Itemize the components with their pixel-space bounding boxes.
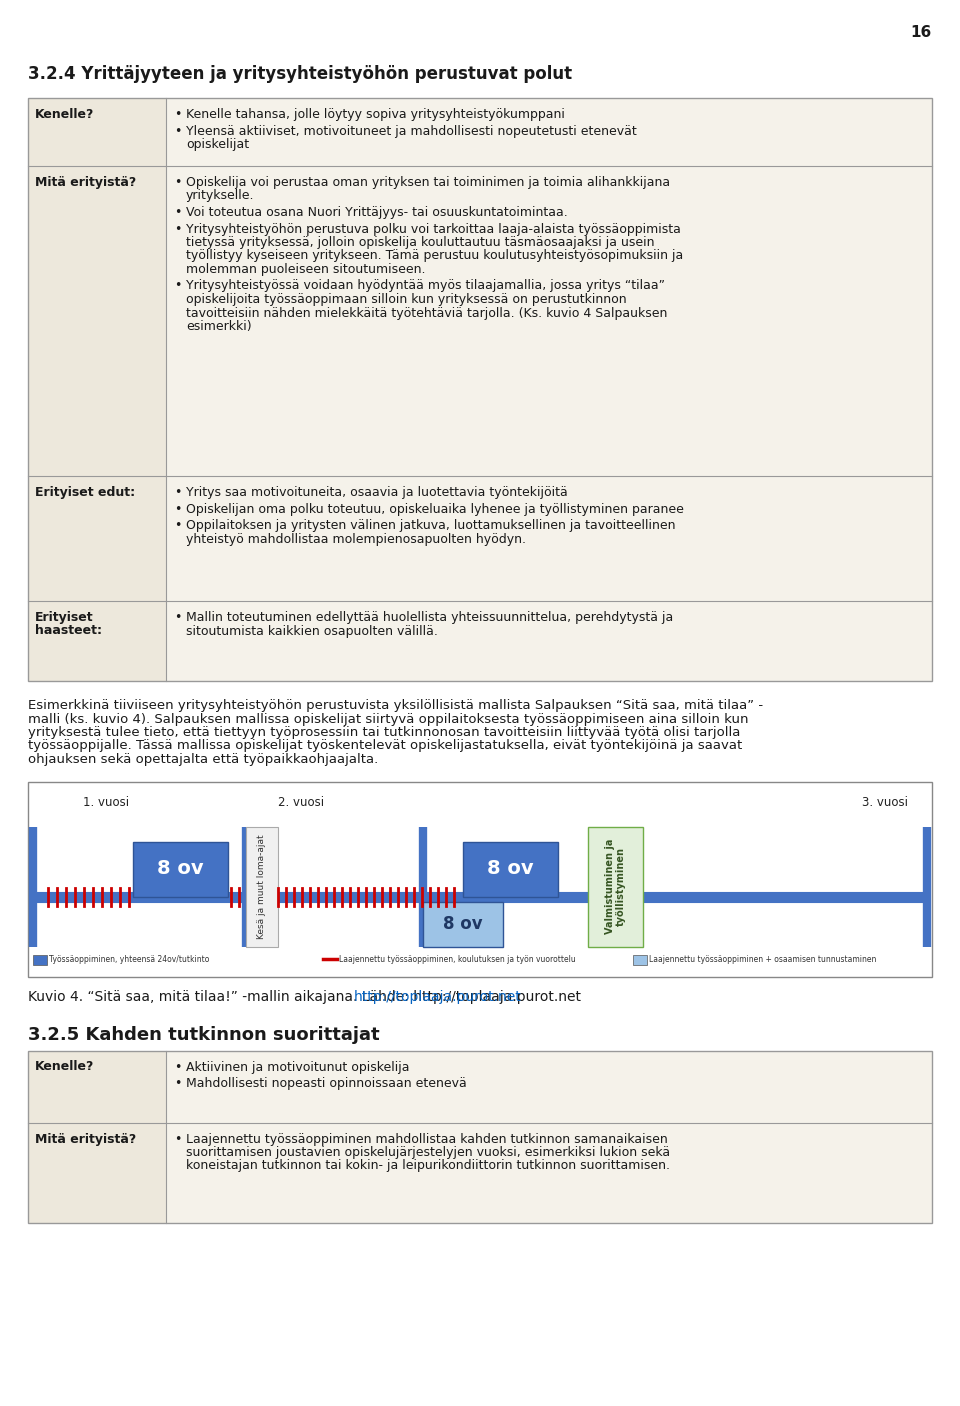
Text: 3. vuosi: 3. vuosi: [862, 796, 908, 808]
Text: Laajennettu työssäoppiminen mahdollistaa kahden tutkinnon samanaikaisen: Laajennettu työssäoppiminen mahdollistaa…: [186, 1132, 668, 1146]
Text: Kenelle?: Kenelle?: [35, 108, 94, 121]
Text: Erityiset: Erityiset: [35, 612, 94, 624]
Bar: [166, 166, 932, 477]
Text: 3.2.4 Yrittäjyyteen ja yritysyhteistyöhön perustuvat polut: 3.2.4 Yrittäjyyteen ja yritysyhteistyöhö…: [28, 65, 572, 83]
Bar: [246, 827, 278, 946]
Text: •: •: [174, 502, 181, 516]
Text: malli (ks. kuvio 4). Salpauksen mallissa opiskelijat siirtyvä oppilaitoksesta ty: malli (ks. kuvio 4). Salpauksen mallissa…: [28, 713, 749, 725]
Text: Erityiset edut:: Erityiset edut:: [35, 486, 135, 499]
Bar: [28, 166, 166, 477]
Text: tietyssä yrityksessä, jolloin opiskelija kouluttautuu täsmäosaajaksi ja usein: tietyssä yrityksessä, jolloin opiskelija…: [186, 236, 655, 249]
Text: Mitä erityistä?: Mitä erityistä?: [35, 1132, 136, 1146]
Text: •: •: [174, 207, 181, 219]
Text: 8 ov: 8 ov: [444, 915, 483, 934]
Text: Yleensä aktiiviset, motivoituneet ja mahdollisesti nopeutetusti etenevät: Yleensä aktiiviset, motivoituneet ja mah…: [186, 125, 636, 138]
Text: Laajennettu työssäoppiminen + osaamisen tunnustaminen: Laajennettu työssäoppiminen + osaamisen …: [649, 955, 876, 963]
Bar: [28, 98, 166, 166]
Bar: [28, 782, 932, 977]
Text: Oppilaitoksen ja yritysten välinen jatkuva, luottamuksellinen ja tavoitteellinen: Oppilaitoksen ja yritysten välinen jatku…: [186, 519, 676, 531]
Text: 1. vuosi: 1. vuosi: [83, 796, 130, 808]
Text: Kenelle tahansa, jolle löytyy sopiva yritysyhteistyökumppani: Kenelle tahansa, jolle löytyy sopiva yri…: [186, 108, 564, 121]
Bar: [166, 1050, 932, 1122]
Text: haasteet:: haasteet:: [35, 624, 102, 637]
Text: 2. vuosi: 2. vuosi: [278, 796, 324, 808]
Text: •: •: [174, 519, 181, 531]
Text: Laajennettu työssäoppiminen, koulutuksen ja työn vuorottelu: Laajennettu työssäoppiminen, koulutuksen…: [339, 955, 576, 963]
Text: http://toplaaja.purot.net: http://toplaaja.purot.net: [354, 990, 521, 1004]
Bar: [28, 1050, 166, 1122]
Text: Yritys saa motivoituneita, osaavia ja luotettavia työntekijöitä: Yritys saa motivoituneita, osaavia ja lu…: [186, 486, 567, 499]
Text: •: •: [174, 486, 181, 499]
Text: 16: 16: [911, 25, 932, 39]
Text: •: •: [174, 1060, 181, 1074]
Text: Kuvio 4. “Sitä saa, mitä tilaa!” -mallin aikajana. Lähde: http://toplaaja.purot.: Kuvio 4. “Sitä saa, mitä tilaa!” -mallin…: [28, 990, 581, 1004]
Text: opiskelijat: opiskelijat: [186, 138, 250, 150]
Bar: [166, 98, 932, 166]
Text: Yritysyhteistyöhön perustuva polku voi tarkoittaa laaja-alaista työssäoppimista: Yritysyhteistyöhön perustuva polku voi t…: [186, 222, 681, 235]
Text: Opiskelija voi perustaa oman yrityksen tai toiminimen ja toimia alihankkijana: Opiskelija voi perustaa oman yrityksen t…: [186, 176, 670, 188]
Text: •: •: [174, 1077, 181, 1090]
Text: Kenelle?: Kenelle?: [35, 1060, 94, 1074]
Text: Työssäoppiminen, yhteensä 24ov/tutkinto: Työssäoppiminen, yhteensä 24ov/tutkinto: [49, 955, 209, 963]
Text: tavoitteisiin nähden mielekkäitä työtehtäviä tarjolla. (Ks. kuvio 4 Salpauksen: tavoitteisiin nähden mielekkäitä työteht…: [186, 307, 667, 319]
Bar: [28, 1050, 932, 1222]
Text: esimerkki): esimerkki): [186, 321, 252, 333]
Text: suorittamisen joustavien opiskelujärjestelyjen vuoksi, esimerkiksi lukion sekä: suorittamisen joustavien opiskelujärjest…: [186, 1146, 670, 1159]
Text: •: •: [174, 1132, 181, 1146]
Text: Kesä ja muut loma-ajat: Kesä ja muut loma-ajat: [257, 834, 267, 939]
Bar: [33, 955, 47, 965]
Text: Esimerkkinä tiiviiseen yritysyhteistyöhön perustuvista yksilöllisistä mallista S: Esimerkkinä tiiviiseen yritysyhteistyöhö…: [28, 699, 763, 711]
Text: •: •: [174, 280, 181, 292]
Text: Valmistuminen ja
työllistyminen: Valmistuminen ja työllistyminen: [605, 839, 626, 934]
Text: Yritysyhteistyössä voidaan hyödyntää myös tilaajamallia, jossa yritys “tilaa”: Yritysyhteistyössä voidaan hyödyntää myö…: [186, 280, 665, 292]
Text: yhteistyö mahdollistaa molempienosapuolten hyödyn.: yhteistyö mahdollistaa molempienosapuolt…: [186, 533, 526, 546]
Bar: [28, 98, 932, 681]
Text: yritykselle.: yritykselle.: [186, 190, 254, 202]
Bar: [633, 955, 647, 965]
Bar: [463, 842, 558, 897]
Text: ohjauksen sekä opettajalta että työpaikkaohjaajalta.: ohjauksen sekä opettajalta että työpaikk…: [28, 754, 378, 766]
Text: sitoutumista kaikkien osapuolten välillä.: sitoutumista kaikkien osapuolten välillä…: [186, 624, 438, 637]
Text: Opiskelijan oma polku toteutuu, opiskeluaika lyhenee ja työllistyminen paranee: Opiskelijan oma polku toteutuu, opiskelu…: [186, 502, 684, 516]
Text: Mallin toteutuminen edellyttää huolellista yhteissuunnittelua, perehdytystä ja: Mallin toteutuminen edellyttää huolellis…: [186, 612, 673, 624]
Text: •: •: [174, 612, 181, 624]
Bar: [133, 842, 228, 897]
Text: Voi toteutua osana Nuori Yrittäjyys- tai osuuskuntatoimintaa.: Voi toteutua osana Nuori Yrittäjyys- tai…: [186, 207, 567, 219]
Bar: [166, 600, 932, 681]
Text: työllistyy kyseiseen yritykseen. Tämä perustuu koulutusyhteistyösopimuksiin ja: työllistyy kyseiseen yritykseen. Tämä pe…: [186, 249, 684, 263]
Bar: [166, 1122, 932, 1222]
Text: Mahdollisesti nopeasti opinnoissaan etenevä: Mahdollisesti nopeasti opinnoissaan eten…: [186, 1077, 467, 1090]
Bar: [423, 901, 503, 946]
Text: 8 ov: 8 ov: [157, 859, 204, 879]
Bar: [588, 827, 643, 946]
Text: 3.2.5 Kahden tutkinnon suorittajat: 3.2.5 Kahden tutkinnon suorittajat: [28, 1025, 379, 1043]
Bar: [28, 477, 166, 600]
Text: •: •: [174, 125, 181, 138]
Bar: [28, 1122, 166, 1222]
Text: •: •: [174, 222, 181, 235]
Text: yrityksestä tulee tieto, että tiettyyn työprosessiin tai tutkinnonosan tavoittei: yrityksestä tulee tieto, että tiettyyn t…: [28, 725, 740, 740]
Text: Aktiivinen ja motivoitunut opiskelija: Aktiivinen ja motivoitunut opiskelija: [186, 1060, 410, 1074]
Text: koneistajan tutkinnon tai kokin- ja leipurikondiittorin tutkinnon suorittamisen.: koneistajan tutkinnon tai kokin- ja leip…: [186, 1160, 670, 1173]
Bar: [28, 600, 166, 681]
Text: 8 ov: 8 ov: [487, 859, 534, 879]
Bar: [166, 477, 932, 600]
Text: molemman puoleiseen sitoutumiseen.: molemman puoleiseen sitoutumiseen.: [186, 263, 425, 276]
Text: •: •: [174, 108, 181, 121]
Text: opiskelijoita työssäoppimaan silloin kun yrityksessä on perustutkinnon: opiskelijoita työssäoppimaan silloin kun…: [186, 292, 627, 307]
Text: työssäoppijalle. Tässä mallissa opiskelijat työskentelevät opiskelijastatuksella: työssäoppijalle. Tässä mallissa opiskeli…: [28, 740, 742, 752]
Text: •: •: [174, 176, 181, 188]
Text: Mitä erityistä?: Mitä erityistä?: [35, 176, 136, 188]
